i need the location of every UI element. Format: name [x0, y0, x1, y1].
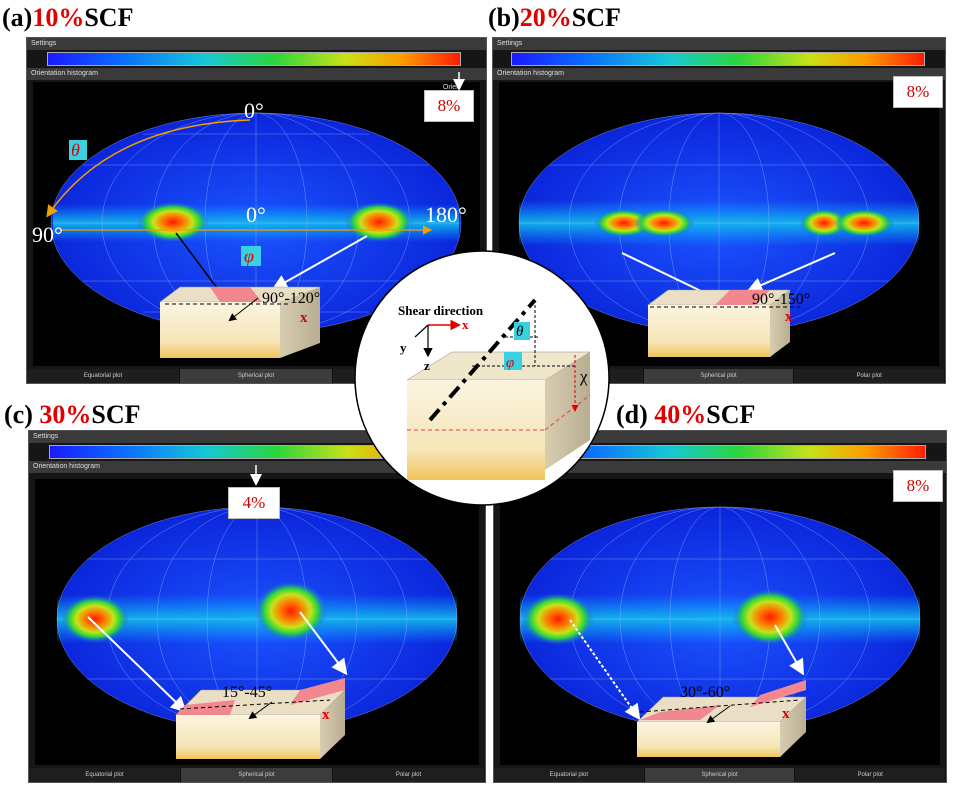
- panel-b-title: (b)20%SCF: [488, 4, 621, 32]
- panel-d-letter: (d): [616, 400, 655, 429]
- panel-d-window: Settings Orientation histogram Orien Equ…: [493, 430, 947, 783]
- orientation-histogram-header: Orientation histogram: [494, 461, 946, 473]
- panel-c-scf: SCF: [91, 400, 141, 429]
- colorbar: [511, 52, 925, 66]
- colorbar: [47, 52, 461, 66]
- panel-b-window: Settings Orientation histogram Orien Equ: [492, 37, 946, 384]
- tab-equatorial-plot[interactable]: Equatorial plot: [27, 369, 180, 383]
- panel-c-title: (c) 30%SCF: [4, 401, 140, 429]
- settings-header: Settings: [27, 38, 486, 50]
- panel-a-title: (a)10%SCF: [2, 4, 133, 32]
- panel-a-max-callout: 8%: [424, 90, 474, 122]
- view-tabs: Equatorial plot Spherical plot Polar plo…: [494, 768, 946, 782]
- panel-b-max-callout: 8%: [893, 76, 943, 108]
- orientation-histogram-header: Orientation histogram: [29, 461, 485, 473]
- spherical-histogram-b: [518, 112, 920, 334]
- tab-equatorial-plot[interactable]: Equatorial plot: [493, 369, 644, 383]
- settings-header: Settings: [493, 38, 945, 50]
- panel-c-percent: 30%: [39, 400, 92, 429]
- panel-d-max-callout: 8%: [893, 470, 943, 502]
- panel-b-percent: 20%: [519, 3, 572, 32]
- view-tabs: Equatorial plot Spherical plot Polar plo…: [493, 369, 945, 383]
- orientation-histogram-header: Orientation histogram: [493, 68, 945, 80]
- orientation-histogram-header: Orientation histogram: [27, 68, 486, 80]
- tab-spherical-plot[interactable]: Spherical plot: [644, 768, 796, 782]
- colorbar: [512, 445, 926, 459]
- spherical-histogram-a: [50, 112, 462, 334]
- tab-polar-plot[interactable]: Polar plot: [333, 369, 486, 383]
- panel-b-letter: (b): [488, 3, 520, 32]
- tab-polar-plot[interactable]: Polar plot: [795, 768, 946, 782]
- histogram-plot: [35, 479, 479, 765]
- tab-spherical-plot[interactable]: Spherical plot: [181, 768, 333, 782]
- histogram-plot: Orien: [500, 479, 940, 765]
- view-tabs: Equatorial plot Spherical plot Polar plo…: [27, 369, 486, 383]
- panel-c-letter: (c): [4, 400, 40, 429]
- tab-spherical-plot[interactable]: Spherical plot: [180, 369, 333, 383]
- tab-polar-plot[interactable]: Polar plot: [333, 768, 485, 782]
- tab-equatorial-plot[interactable]: Equatorial plot: [29, 768, 181, 782]
- panel-d-percent: 40%: [654, 400, 707, 429]
- panel-b-scf: SCF: [571, 3, 621, 32]
- tab-polar-plot[interactable]: Polar plot: [794, 369, 945, 383]
- histogram-plot: Orien: [33, 82, 480, 366]
- panel-c-window: Settings Orientation histogram Equatoria…: [28, 430, 486, 783]
- tab-equatorial-plot[interactable]: Equatorial plot: [494, 768, 645, 782]
- panel-a-scf: SCF: [84, 3, 134, 32]
- spherical-histogram-c: [56, 506, 458, 732]
- settings-header: Settings: [494, 431, 946, 443]
- panel-d-scf: SCF: [706, 400, 756, 429]
- panel-a-letter: (a): [2, 3, 33, 32]
- panel-c-max-callout: 4%: [228, 487, 280, 519]
- spherical-histogram-d: [519, 506, 921, 732]
- panel-a-percent: 10%: [32, 3, 85, 32]
- histogram-plot: Orien: [499, 82, 939, 366]
- panel-d-title: (d) 40%SCF: [616, 401, 755, 429]
- view-tabs: Equatorial plot Spherical plot Polar plo…: [29, 768, 485, 782]
- panel-a-window: Settings Orientation histogram Orien: [26, 37, 487, 384]
- tab-spherical-plot[interactable]: Spherical plot: [643, 369, 795, 383]
- colorbar: [49, 445, 463, 459]
- settings-header: Settings: [29, 431, 485, 443]
- orient-label: Orien: [442, 84, 460, 91]
